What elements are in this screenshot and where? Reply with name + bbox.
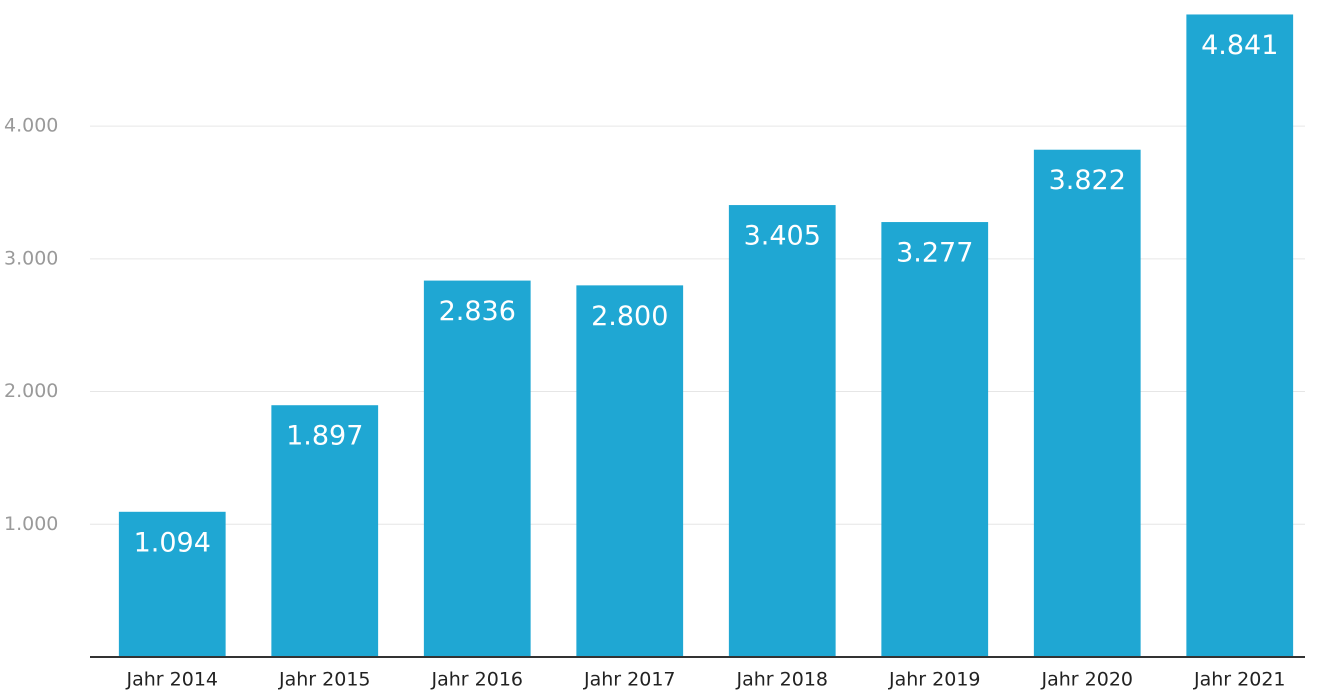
y-tick-label: 1.000 (4, 513, 58, 535)
value-label: 4.841 (1201, 30, 1278, 61)
bar (118, 511, 226, 657)
x-tick-label: Jahr 2019 (888, 669, 981, 690)
y-tick-label: 3.000 (4, 247, 58, 269)
x-tick-label: Jahr 2015 (278, 669, 371, 690)
value-label: 1.094 (134, 527, 211, 558)
y-tick-label: 4.000 (4, 115, 58, 137)
y-tick-label: 2.000 (4, 380, 58, 402)
x-tick-label: Jahr 2014 (126, 669, 219, 690)
value-label: 3.822 (1049, 165, 1126, 196)
x-tick-label: Jahr 2021 (1193, 669, 1286, 690)
x-tick-label: Jahr 2017 (583, 669, 676, 690)
value-label: 3.405 (744, 221, 821, 252)
bar (728, 205, 836, 657)
x-tick-label: Jahr 2018 (736, 669, 829, 690)
x-tick-label: Jahr 2016 (431, 669, 524, 690)
bar (1186, 14, 1294, 657)
bar (881, 222, 989, 657)
value-label: 3.277 (896, 238, 973, 269)
value-label: 1.897 (286, 421, 363, 452)
bar (576, 285, 684, 657)
x-tick-label: Jahr 2020 (1041, 669, 1134, 690)
value-label: 2.836 (439, 296, 516, 327)
bar (271, 405, 379, 657)
bar (1033, 149, 1141, 657)
value-label: 2.800 (591, 301, 668, 332)
bar (423, 280, 531, 657)
